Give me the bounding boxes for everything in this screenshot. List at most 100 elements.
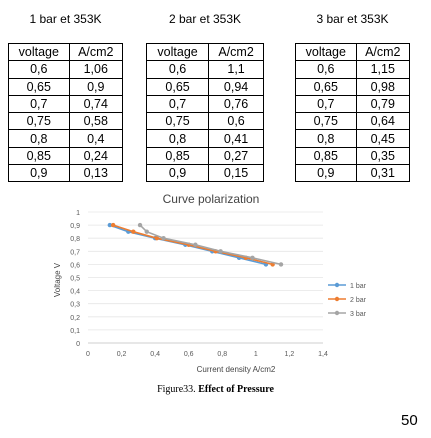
cell-voltage: 0,6 (8, 60, 70, 79)
x-tick-label: 1,4 (318, 351, 328, 358)
data-point-3-bar (218, 249, 223, 254)
table-row: 0,8 0,45 (295, 129, 411, 148)
cell-current: 0,98 (355, 77, 411, 96)
y-tick-label: 0 (76, 341, 80, 348)
table-row: 0,75 0,6 (145, 112, 264, 131)
data-point-3-bar (161, 236, 166, 241)
table-row: 0,9 0,31 (295, 164, 411, 183)
cell-current: 0,27 (208, 146, 264, 166)
cell-voltage: 0,8 (145, 129, 210, 148)
data-point-3-bar (250, 255, 255, 261)
legend-marker-3-bar (334, 310, 340, 316)
cell-current: 1,06 (68, 60, 124, 79)
cell-voltage: 0,7 (145, 94, 210, 114)
x-tick-label: 1,2 (285, 351, 295, 358)
cell-current: 0,31 (355, 164, 411, 183)
table-row: 0,6 1,06 (8, 60, 124, 79)
table-row: 0,8 0,4 (8, 129, 124, 148)
polarization-chart: Curve polarization 0 0,1 0,2 0,3 0,4 0,5 0,6 0,… (53, 192, 367, 374)
table-row: 0,7 0,79 (295, 94, 411, 114)
legend-label: 2 bar (350, 297, 367, 304)
cell-voltage: 0,7 (295, 94, 357, 114)
y-tick-label: 0,5 (70, 276, 80, 283)
table-row: 0,65 0,9 (8, 77, 124, 96)
cell-current: 0,24 (68, 146, 124, 166)
data-table-2bar: voltage A/cm2 0,6 1,1 0,65 0,94 0,7 0,76 0,… (145, 42, 264, 183)
cell-current: 0,4 (68, 129, 124, 148)
data-point-2-bar (110, 222, 116, 228)
table-row: 0,6 1,15 (295, 60, 411, 79)
chart-title: Curve polarization (163, 192, 260, 206)
x-axis-label: Current density A/cm2 (197, 365, 276, 374)
y-tick-label: 0,4 (70, 289, 80, 296)
cell-voltage: 0,8 (295, 129, 357, 148)
table-row: 0,65 0,94 (145, 77, 264, 96)
legend: 1 bar 2 bar 3 bar (328, 282, 367, 318)
data-point-3-bar (144, 229, 149, 234)
cell-voltage: 0,8 (8, 129, 70, 148)
data-point-1-bar (107, 222, 113, 228)
y-tick-label: 0,6 (70, 262, 80, 269)
header-voltage: voltage (295, 42, 357, 62)
table-title-3bar: 3 bar et 353K (316, 12, 389, 26)
table-row: 0,65 0,98 (295, 77, 411, 96)
cell-voltage: 0,75 (295, 112, 357, 131)
y-tick-label: 0,3 (70, 302, 80, 309)
figure-caption: Figure33. Effect of Pressure (0, 384, 431, 395)
x-tick-label: 0,6 (184, 351, 194, 358)
cell-current: 0,6 (208, 112, 264, 131)
series-lines (107, 222, 284, 267)
y-tick-label: 0,1 (70, 328, 80, 335)
cell-current: 0,13 (68, 164, 124, 183)
y-tick-label: 0,7 (70, 249, 80, 256)
data-point-3-bar (137, 222, 143, 228)
cell-voltage: 0,65 (8, 77, 70, 96)
series-line-3-bar (139, 224, 282, 266)
table-row: 0,75 0,58 (8, 112, 124, 131)
data-table-3bar: voltage A/cm2 0,6 1,15 0,65 0,98 0,7 0,79 0… (295, 42, 411, 183)
table-row: 0,9 0,13 (8, 164, 124, 183)
table-row: 0,85 0,27 (145, 146, 264, 166)
cell-voltage: 0,75 (8, 112, 70, 131)
legend-marker-1-bar (334, 282, 340, 288)
cell-current: 0,74 (68, 94, 124, 114)
y-tick-label: 0,9 (70, 223, 80, 230)
data-table-1bar: voltage A/cm2 0,6 1,06 0,65 0,9 0,7 0,74 0,… (8, 42, 124, 183)
x-tick-label: 0,8 (217, 351, 227, 358)
cell-voltage: 0,9 (8, 164, 70, 183)
cell-current: 0,58 (68, 112, 124, 131)
cell-current: 0,76 (208, 94, 264, 114)
table-row: 0,9 0,15 (145, 164, 264, 183)
x-tick-label: 0,4 (150, 351, 160, 358)
cell-voltage: 0,85 (295, 146, 357, 166)
table-row: 0,6 1,1 (145, 60, 264, 79)
cell-current: 0,94 (208, 77, 264, 96)
cell-voltage: 0,9 (145, 164, 210, 183)
data-point-2-bar (154, 236, 160, 241)
table-row: 0,7 0,76 (145, 94, 264, 114)
y-axis-label: Voltage V (53, 262, 62, 297)
cell-voltage: 0,65 (295, 77, 357, 96)
cell-current: 0,79 (355, 94, 411, 114)
table-row: 0,8 0,41 (145, 129, 264, 148)
header-current-density: A/cm2 (68, 42, 124, 62)
caption-prefix: Figure33. (157, 384, 196, 395)
cell-voltage: 0,85 (8, 146, 70, 166)
legend-label: 3 bar (350, 311, 367, 318)
gridlines (88, 211, 323, 344)
page-number: 50 (401, 412, 418, 429)
cell-voltage: 0,65 (145, 77, 210, 96)
data-point-2-bar (131, 229, 136, 234)
header-voltage: voltage (8, 42, 70, 62)
legend-marker-2-bar (334, 296, 340, 302)
tick-labels: 0 0,1 0,2 0,3 0,4 0,5 0,6 0,7 0,8 0,9 1 0 0,2 0,4 0,6 0… (70, 210, 328, 358)
cell-current: 0,64 (355, 112, 411, 131)
data-point-3-bar (278, 262, 284, 267)
cell-current: 1,1 (208, 60, 264, 79)
cell-voltage: 0,85 (145, 146, 210, 166)
table-row: 0,75 0,64 (295, 112, 411, 131)
cell-voltage: 0,9 (295, 164, 357, 183)
y-tick-label: 0,8 (70, 236, 80, 243)
table-title-1bar: 1 bar et 353K (29, 12, 102, 26)
cell-current: 1,15 (355, 60, 411, 79)
